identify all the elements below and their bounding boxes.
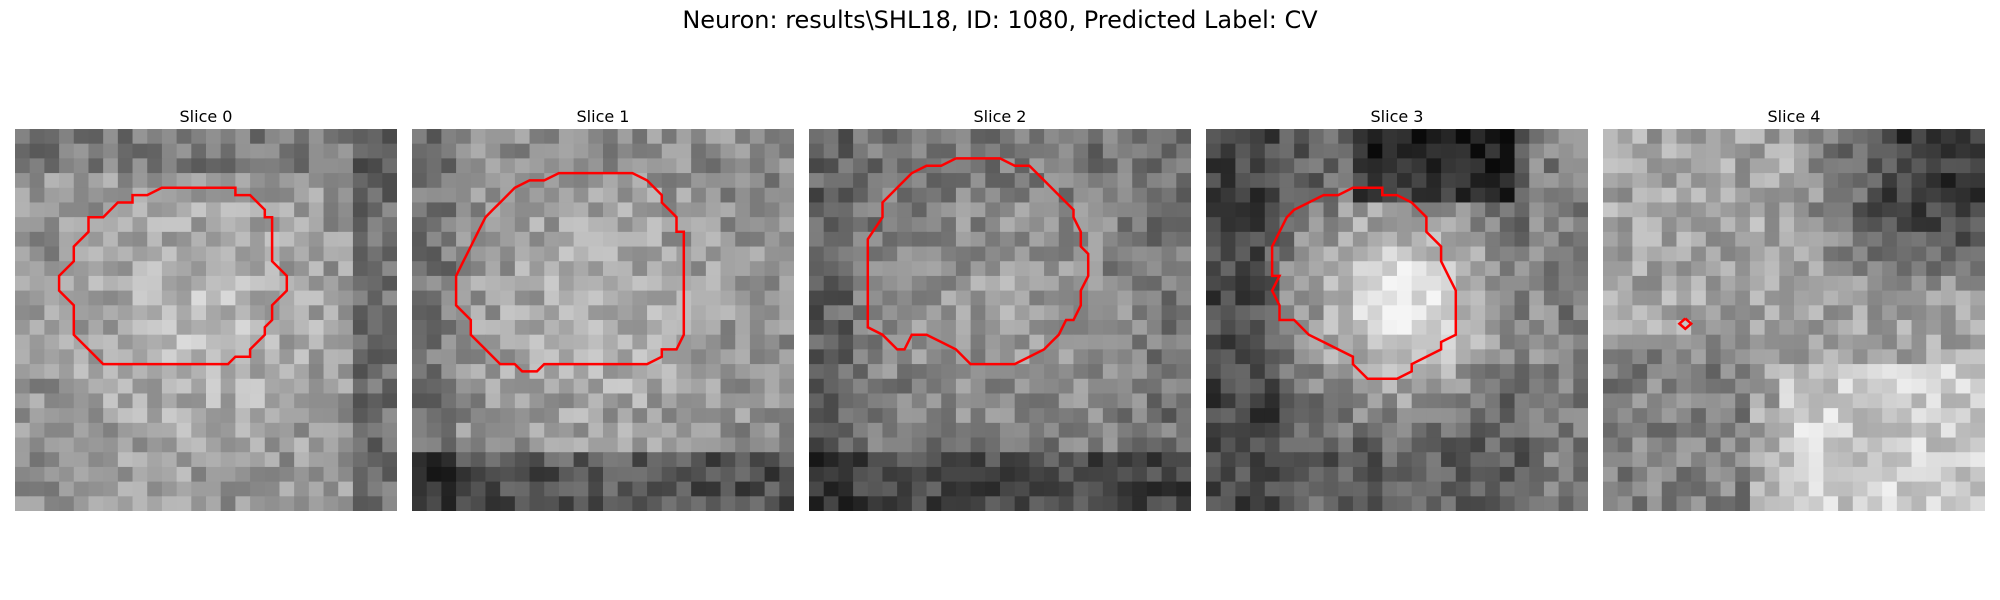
pixel-grid [1603, 129, 1985, 511]
slice-panel-3: Slice 3 [1206, 105, 1588, 511]
slice-title-1: Slice 1 [576, 107, 630, 126]
slice-title-3: Slice 3 [1370, 107, 1424, 126]
pixel-grid [412, 129, 794, 511]
slice-panel-2: Slice 2 [809, 105, 1191, 511]
pixel-grid [809, 129, 1191, 511]
slice-title-2: Slice 2 [973, 107, 1027, 126]
slice-panel-0: Slice 0 [15, 105, 397, 511]
slice-title-0: Slice 0 [179, 107, 233, 126]
roi-contour [454, 171, 686, 373]
roi-contour [866, 157, 1090, 366]
figure-title: Neuron: results\SHL18, ID: 1080, Predict… [682, 6, 1318, 34]
pixel-grid [15, 129, 397, 511]
slice-image-3 [1206, 129, 1588, 511]
slice-image-1 [412, 129, 794, 511]
roi-contour [1677, 317, 1694, 331]
slice-title-4: Slice 4 [1767, 107, 1821, 126]
slice-image-4 [1603, 129, 1985, 511]
slice-panel-1: Slice 1 [412, 105, 794, 511]
slice-image-0 [15, 129, 397, 511]
roi-contour [1270, 186, 1458, 381]
slice-image-2 [809, 129, 1191, 511]
slice-panel-4: Slice 4 [1603, 105, 1985, 511]
roi-contour [57, 186, 289, 366]
pixel-grid [1206, 129, 1588, 511]
